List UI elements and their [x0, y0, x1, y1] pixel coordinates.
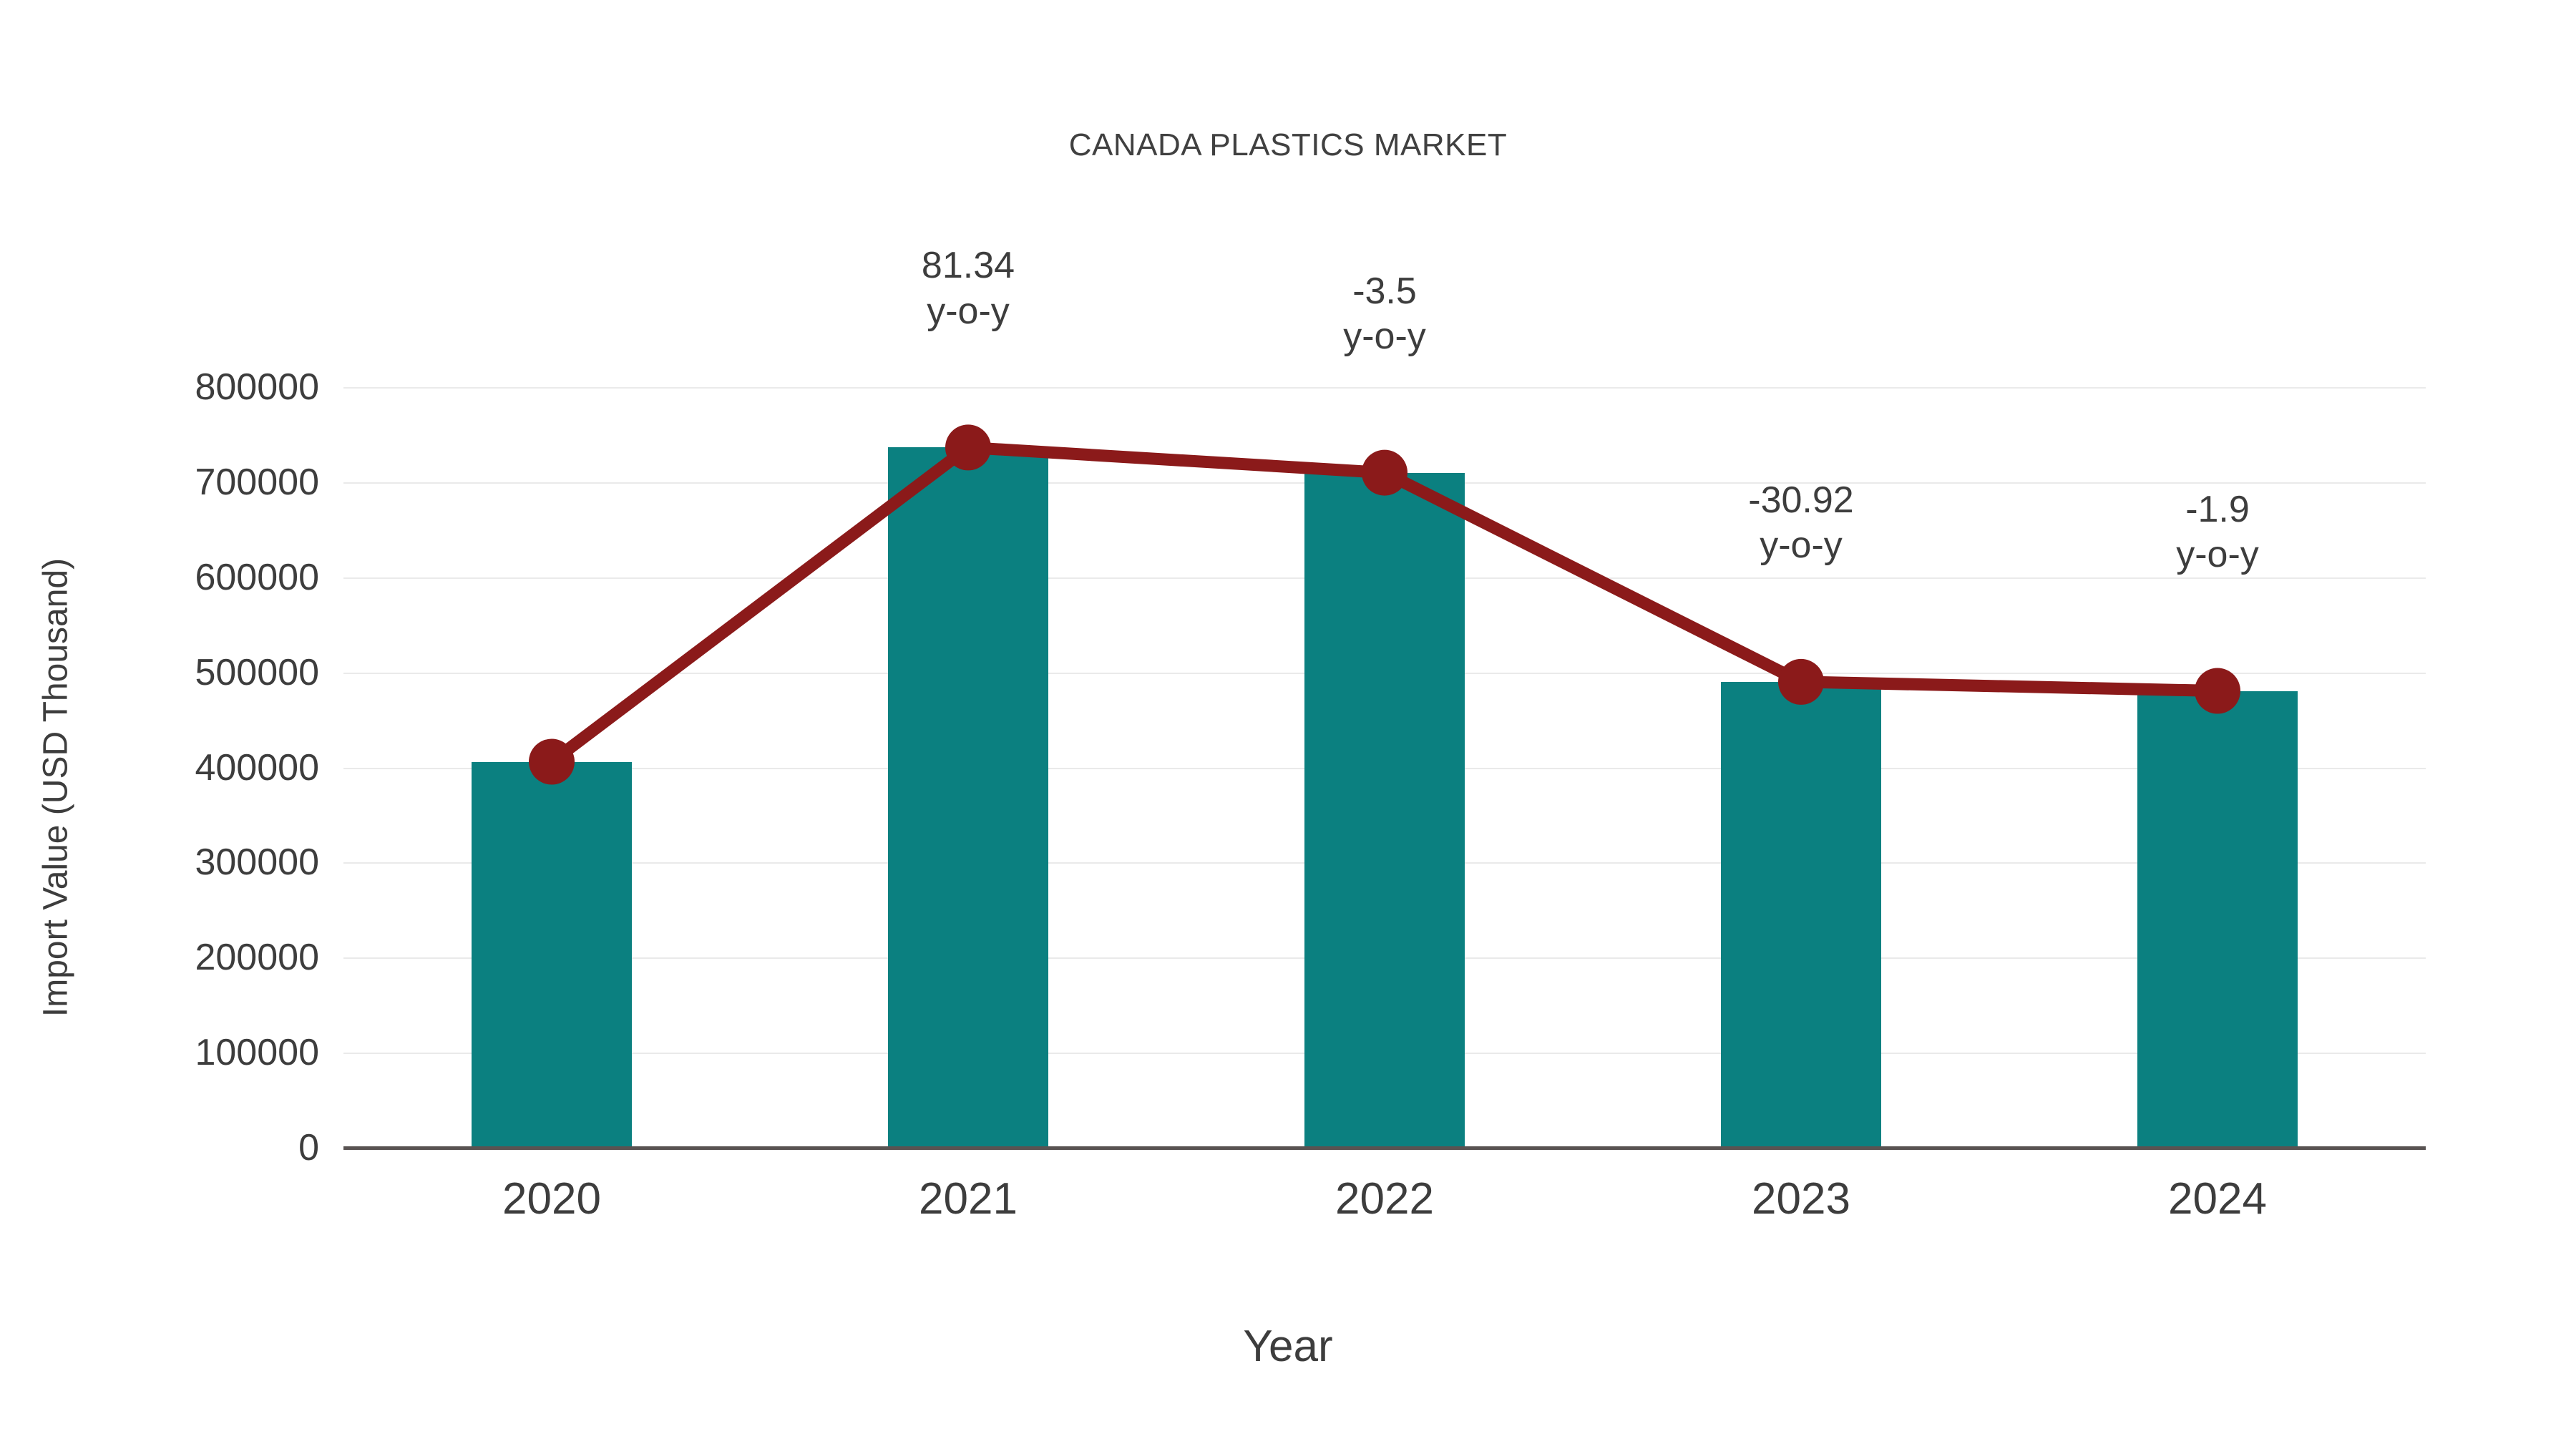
bar[interactable] [472, 761, 632, 1148]
gridline [343, 387, 2426, 389]
yoy-annotation-suffix: y-o-y [1343, 316, 1426, 358]
x-axis-tick-label: 2022 [1335, 1174, 1434, 1224]
yoy-annotation: -30.92 y-o-y [1644, 478, 1958, 569]
bar[interactable] [1721, 681, 1881, 1148]
y-axis-tick-label: 0 [298, 1127, 319, 1169]
chart-title: CANADA PLASTICS MARKET [1068, 127, 1508, 162]
bar[interactable] [888, 447, 1048, 1148]
y-axis-tick-label: 300000 [195, 841, 319, 884]
yoy-annotation-suffix: y-o-y [927, 290, 1010, 332]
x-axis-line [343, 1146, 2426, 1150]
x-axis-tick-label: 2024 [2168, 1174, 2267, 1224]
bar[interactable] [2137, 691, 2298, 1148]
y-axis-tick-label: 700000 [195, 461, 319, 503]
yoy-annotation: 81.34 y-o-y [811, 243, 1126, 334]
yoy-annotation: -3.5 y-o-y [1227, 269, 1542, 360]
yoy-annotation-suffix: y-o-y [2176, 533, 2259, 575]
y-axis-tick-label: 500000 [195, 651, 319, 693]
yoy-annotation: -1.9 y-o-y [2060, 487, 2375, 578]
yoy-annotation-value: -30.92 [1748, 479, 1854, 521]
y-axis-tick-label: 100000 [195, 1032, 319, 1074]
yoy-annotation-value: 81.34 [921, 245, 1015, 287]
y-axis-tick-label: 200000 [195, 937, 319, 979]
yoy-annotation-suffix: y-o-y [1760, 525, 1843, 567]
y-axis-tick-label: 800000 [195, 366, 319, 408]
x-axis-tick-label: 2021 [919, 1174, 1018, 1224]
x-axis-title: Year [1243, 1322, 1333, 1371]
bar[interactable] [1304, 472, 1465, 1148]
y-axis-tick-label: 600000 [195, 556, 319, 598]
yoy-annotation-value: -1.9 [2185, 488, 2250, 530]
x-axis-tick-label: 2023 [1752, 1174, 1850, 1224]
x-axis-tick-label: 2020 [502, 1174, 601, 1224]
yoy-annotation-value: -3.5 [1352, 270, 1417, 312]
y-axis-tick-label: 400000 [195, 746, 319, 789]
